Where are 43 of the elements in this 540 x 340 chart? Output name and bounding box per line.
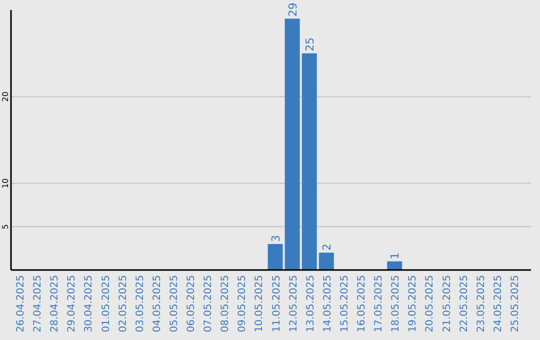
x-tick-label: 14.05.2025: [322, 275, 334, 332]
x-tick-label: 13.05.2025: [305, 275, 316, 332]
data-label: 25: [303, 37, 316, 52]
x-tick-label: 20.05.2025: [424, 275, 436, 332]
x-tick-label: 28.04.2025: [50, 275, 61, 332]
x-tick-label: 01.05.2025: [100, 275, 112, 332]
x-tick-label: 30.04.2025: [84, 275, 95, 332]
x-tick-label: 11.05.2025: [271, 275, 282, 332]
x-tick-label: 08.05.2025: [220, 275, 232, 332]
x-tick-label: 23.05.2025: [476, 275, 487, 332]
x-tick-label: 21.05.2025: [442, 275, 453, 332]
x-tick-label: 06.05.2025: [186, 275, 198, 332]
x-tick-label: 04.05.2025: [152, 275, 163, 332]
x-tick-label: 05.05.2025: [168, 275, 180, 332]
y-tick-label: 10: [1, 178, 10, 188]
bar: [284, 18, 300, 270]
x-tick-label: 25.05.2025: [510, 275, 521, 332]
data-label: 1: [388, 252, 402, 260]
x-tick-label: 12.05.2025: [288, 275, 300, 332]
x-tick-label: 09.05.2025: [237, 275, 248, 332]
x-tick-label: 18.05.2025: [390, 275, 402, 332]
bar: [318, 252, 334, 270]
x-tick-label: 22.05.2025: [458, 275, 470, 332]
x-tick-label: 15.05.2025: [339, 275, 350, 332]
data-label: 3: [269, 235, 282, 242]
x-tick-label: 02.05.2025: [118, 275, 129, 332]
x-tick-label: 27.04.2025: [32, 275, 44, 332]
x-tick-label: 10.05.2025: [254, 275, 266, 332]
bar: [268, 244, 283, 270]
y-tick-label: 5: [1, 224, 10, 230]
x-tick-label: 29.04.2025: [66, 275, 78, 332]
x-tick-label: 19.05.2025: [408, 275, 419, 332]
data-label: 2: [320, 244, 334, 251]
x-tick-label: 26.04.2025: [16, 275, 27, 332]
x-tick-label: 16.05.2025: [356, 275, 368, 332]
data-label: 29: [286, 2, 300, 17]
x-tick-label: 07.05.2025: [203, 275, 214, 332]
bar: [302, 53, 317, 270]
x-tick-label: 03.05.2025: [134, 275, 146, 332]
x-tick-label: 24.05.2025: [492, 275, 504, 332]
bar: [387, 261, 402, 270]
x-tick-label: 17.05.2025: [374, 275, 385, 332]
y-tick-label: 20: [1, 92, 10, 102]
